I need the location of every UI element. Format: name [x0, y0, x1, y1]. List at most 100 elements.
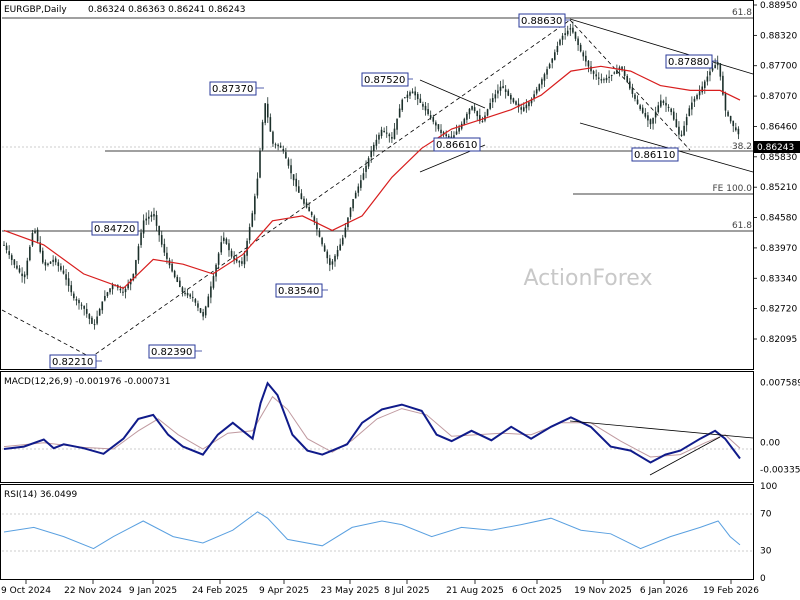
- chart-symbol: EURGBP,Daily: [4, 5, 67, 15]
- candle: [453, 131, 455, 139]
- date-tick-label: 22 Nov 2024: [64, 586, 122, 596]
- candle: [259, 147, 261, 179]
- candle: [137, 243, 140, 264]
- candle: [479, 108, 481, 124]
- date-tick-label: 9 Oct 2024: [1, 586, 51, 596]
- candle: [230, 248, 233, 259]
- candle: [75, 296, 78, 306]
- candle: [706, 70, 709, 86]
- candle: [486, 108, 489, 117]
- candle: [336, 245, 339, 260]
- candle: [109, 288, 111, 295]
- candle: [316, 218, 318, 236]
- candle: [416, 91, 419, 106]
- candle: [667, 104, 670, 112]
- candle: [559, 38, 561, 47]
- candle: [73, 291, 75, 301]
- candle: [649, 118, 652, 130]
- candle: [652, 117, 654, 130]
- date-tick-label: 9 Jan 2025: [129, 586, 177, 596]
- candle: [285, 147, 287, 159]
- candle: [179, 277, 181, 288]
- candle: [432, 114, 435, 125]
- candle: [564, 27, 566, 40]
- candle: [634, 92, 636, 102]
- candle: [378, 132, 380, 144]
- candle: [647, 112, 649, 128]
- callout-87520: 0.87520: [361, 72, 409, 87]
- price-tick-label: 0.88320: [760, 31, 797, 41]
- candle: [300, 189, 303, 200]
- rsi-axis: 100 70 30 0: [760, 482, 777, 584]
- candle: [295, 173, 298, 192]
- trend-lines: [1, 18, 754, 359]
- candle: [554, 49, 556, 61]
- candle: [153, 207, 155, 221]
- candle: [163, 238, 166, 257]
- candle: [173, 269, 176, 279]
- candle: [636, 95, 639, 105]
- candle: [691, 96, 693, 116]
- candle: [290, 158, 292, 180]
- candle: [533, 90, 535, 102]
- candle: [654, 106, 657, 124]
- candle: [104, 290, 106, 302]
- candle: [194, 298, 197, 306]
- candle: [303, 196, 305, 206]
- rsi-label: RSI(14) 36.0499: [4, 490, 77, 500]
- candle: [401, 98, 404, 112]
- candle: [435, 120, 437, 132]
- candle: [124, 286, 127, 299]
- current-price-badge: [754, 141, 800, 153]
- candle: [264, 102, 266, 126]
- price-panel: [0, 0, 754, 370]
- candle: [484, 111, 486, 123]
- candle: [595, 69, 597, 80]
- candle: [145, 212, 148, 226]
- candle: [476, 110, 479, 121]
- candle: [600, 73, 603, 84]
- watermark: ActionForex: [524, 266, 653, 291]
- candle: [184, 287, 186, 297]
- candle: [437, 124, 440, 132]
- candle: [274, 142, 277, 149]
- fib-levels: 61.8 38.2 FE 100.0 61.8: [2, 8, 753, 232]
- candle: [78, 298, 80, 310]
- svg-text:0.83540: 0.83540: [278, 286, 319, 297]
- svg-text:0.87370: 0.87370: [212, 84, 253, 95]
- candle: [404, 97, 406, 99]
- candle: [34, 228, 36, 234]
- candle: [52, 255, 54, 267]
- macd-tick-label: 0.007589: [760, 378, 800, 388]
- candle: [272, 130, 274, 147]
- candle: [388, 132, 391, 143]
- candle: [168, 257, 171, 269]
- candle: [349, 207, 352, 220]
- candle: [427, 103, 429, 116]
- candle: [101, 301, 104, 314]
- candle: [217, 251, 220, 270]
- candle: [132, 273, 135, 282]
- candle: [391, 132, 393, 143]
- candle: [414, 86, 416, 101]
- candle: [297, 180, 300, 193]
- rsi-tick-label: 0: [760, 574, 766, 584]
- date-tick-label: 21 Aug 2025: [446, 586, 504, 596]
- candle: [321, 236, 323, 247]
- candle: [225, 237, 228, 245]
- candle: [176, 274, 179, 283]
- candle: [36, 227, 39, 244]
- candle: [57, 259, 60, 272]
- candle: [597, 72, 600, 86]
- candle: [548, 62, 551, 70]
- candle: [47, 262, 49, 267]
- candle: [471, 105, 473, 111]
- candle: [623, 66, 626, 80]
- macd-line: [3, 381, 741, 464]
- candle: [641, 104, 644, 115]
- candle: [737, 126, 740, 140]
- candle: [23, 271, 26, 284]
- candle: [44, 259, 47, 271]
- candle: [80, 302, 83, 310]
